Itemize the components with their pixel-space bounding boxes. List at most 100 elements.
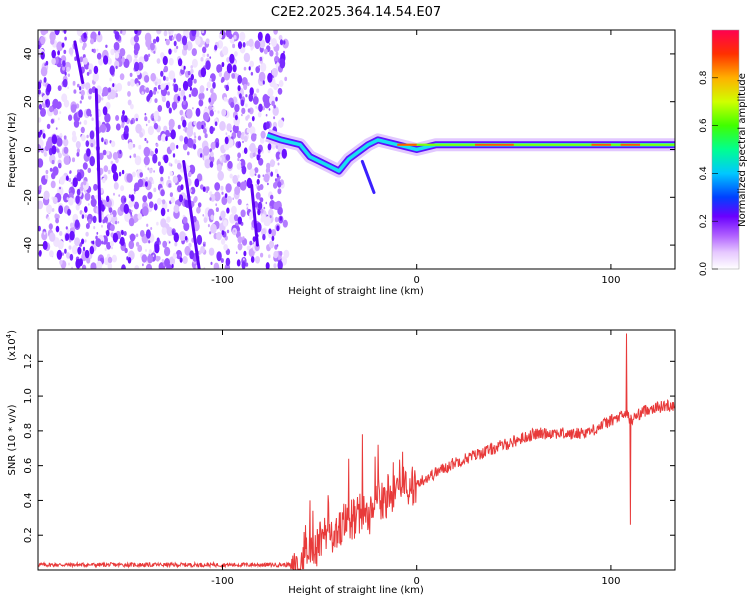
snr-series-line: [38, 333, 675, 570]
noise-blob: [153, 90, 157, 95]
noise-blob-strong: [76, 188, 81, 196]
noise-blob-strong: [43, 77, 47, 83]
noise-blob-strong: [134, 61, 140, 72]
noise-blob-strong: [98, 31, 101, 36]
noise-blob: [247, 114, 250, 119]
noise-blob: [248, 38, 254, 47]
y-tick-label: 0.8: [23, 423, 34, 439]
noise-blob: [249, 126, 256, 135]
noise-blob: [279, 251, 283, 256]
noise-blob: [110, 48, 115, 56]
noise-blob: [148, 53, 151, 57]
noise-blob: [165, 39, 170, 46]
noise-blob: [116, 82, 123, 92]
noise-blob-strong: [112, 83, 115, 88]
noise-blob: [237, 174, 240, 179]
noise-blob: [91, 48, 94, 53]
noise-blob-strong: [216, 251, 222, 262]
noise-blob: [277, 188, 282, 195]
noise-blob-strong: [165, 100, 171, 109]
noise-blob: [143, 156, 150, 166]
noise-blob-strong: [64, 248, 67, 254]
noise-blob: [156, 30, 162, 35]
noise-blob: [243, 108, 245, 112]
noise-blob: [114, 220, 118, 225]
noise-blob: [65, 226, 68, 230]
noise-blob: [134, 182, 140, 191]
noise-blob-strong: [205, 60, 211, 71]
noise-blob: [123, 231, 127, 236]
noise-blob: [219, 121, 226, 131]
noise-blob: [98, 152, 104, 160]
noise-blob: [121, 57, 125, 63]
noise-blob: [277, 181, 282, 188]
noise-blob: [50, 180, 56, 189]
noise-blob: [164, 129, 170, 138]
noise-blob: [69, 170, 72, 174]
noise-blob: [109, 77, 112, 82]
noise-blob: [137, 213, 143, 220]
noise-blob: [57, 240, 64, 250]
noise-blob: [50, 118, 55, 124]
noise-blob: [183, 222, 190, 232]
noise-blob: [89, 113, 92, 117]
noise-blob-strong: [69, 253, 74, 261]
noise-blob: [263, 206, 266, 210]
noise-blob: [171, 101, 178, 110]
noise-blob: [81, 134, 86, 142]
noise-blob: [243, 66, 247, 71]
noise-blob: [79, 100, 82, 104]
noise-blob: [103, 216, 108, 223]
noise-blob-strong: [243, 147, 248, 154]
noise-blob-strong: [85, 140, 90, 148]
noise-blob: [277, 162, 280, 166]
noise-blob-strong: [84, 206, 88, 213]
noise-blob-strong: [123, 198, 126, 202]
noise-blob-strong: [163, 154, 169, 164]
noise-blob: [105, 44, 108, 48]
noise-blob-strong: [38, 89, 41, 95]
noise-blob: [145, 249, 147, 252]
noise-blob: [182, 256, 188, 264]
noise-blob: [38, 200, 44, 210]
noise-blob: [267, 182, 269, 186]
noise-blob-strong: [237, 141, 242, 148]
noise-blob: [56, 214, 60, 220]
noise-blob: [202, 214, 205, 217]
noise-blob: [101, 97, 104, 101]
snr-panel: -100 0 100 0.2 0.4 0.6 0.8 1.0 1.2 Height of str…: [5, 329, 676, 596]
noise-blob: [249, 142, 256, 153]
x-tick-label: 100: [601, 275, 620, 286]
noise-blob: [140, 230, 145, 237]
noise-blob: [237, 243, 243, 251]
noise-blob: [243, 135, 248, 142]
noise-blob: [263, 173, 270, 183]
noise-blob-strong: [237, 85, 241, 92]
noise-blob: [76, 152, 80, 157]
noise-blob: [103, 165, 109, 173]
snr-xlabel: Height of straight line (km): [288, 585, 424, 596]
noise-blob: [45, 169, 49, 175]
noise-blob: [273, 30, 278, 35]
noise-blob: [90, 198, 97, 207]
noise-blob-strong: [105, 229, 110, 237]
noise-blob: [51, 57, 56, 65]
noise-blob: [222, 46, 229, 56]
noise-blob: [223, 219, 228, 227]
noise-blob: [203, 112, 210, 122]
noise-blob-strong: [38, 103, 43, 110]
noise-blob-strong: [237, 41, 243, 49]
noise-blob-strong: [92, 240, 95, 245]
noise-blob: [126, 173, 133, 183]
noise-blob: [144, 32, 152, 43]
noise-blob: [132, 143, 136, 148]
noise-blob: [71, 134, 77, 143]
noise-blob: [147, 119, 151, 124]
noise-blob: [217, 40, 224, 49]
noise-blob: [82, 264, 87, 269]
noise-blob: [149, 168, 153, 174]
noise-blob-strong: [79, 86, 82, 91]
noise-blob: [80, 89, 85, 96]
noise-blob: [114, 60, 120, 69]
noise-blob: [169, 170, 173, 177]
